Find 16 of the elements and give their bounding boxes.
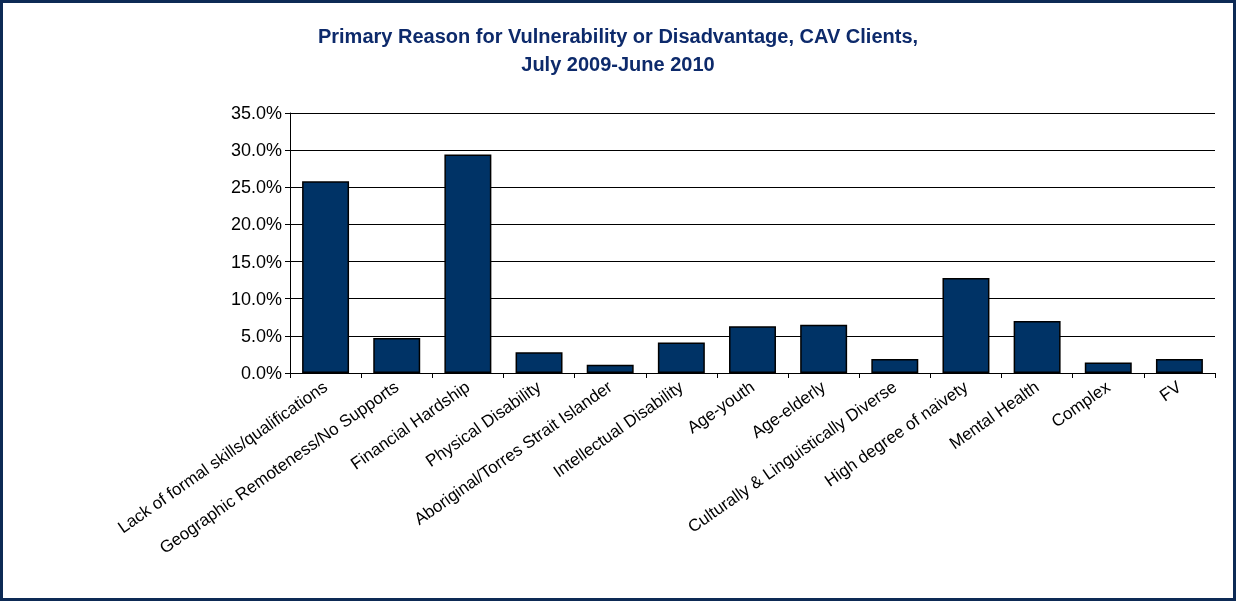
y-tick-label: 35.0% xyxy=(230,103,282,123)
y-tick-label: 10.0% xyxy=(230,288,282,309)
y-tick-label: 0.0% xyxy=(240,363,282,383)
bar xyxy=(515,352,563,373)
y-tick-label: 20.0% xyxy=(230,214,282,235)
chart-title: Primary Reason for Vulnerability or Disadvantage, CAV Clients, July 2009-June 2010 xyxy=(317,25,919,75)
y-tick-label: 5.0% xyxy=(240,325,282,346)
bar xyxy=(657,342,705,373)
bar xyxy=(1084,362,1132,373)
bar xyxy=(586,364,634,373)
y-tick-label: 25.0% xyxy=(230,177,282,198)
y-tick-label: 15.0% xyxy=(230,251,282,272)
y-tick-label: 30.0% xyxy=(230,140,282,161)
bar xyxy=(1155,358,1203,373)
bar xyxy=(871,358,919,373)
x-tick-label: FV xyxy=(1156,376,1186,406)
